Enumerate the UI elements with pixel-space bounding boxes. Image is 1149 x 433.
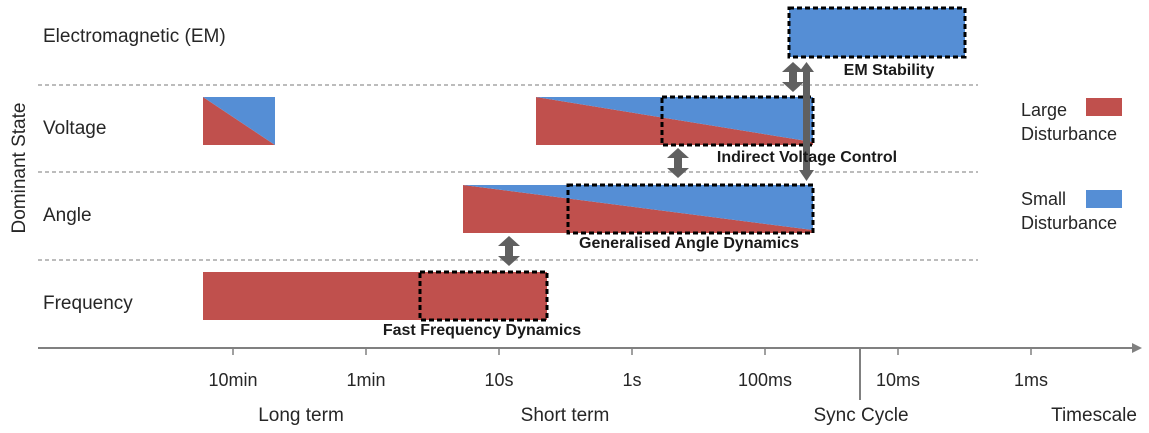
tick-label-1min: 1min — [346, 370, 386, 390]
em-angle-long-arrow — [799, 62, 814, 181]
legend-large-line2: Disturbance — [1021, 124, 1118, 144]
generalised-angle-box — [566, 183, 815, 235]
frequency-large-bar — [203, 272, 547, 320]
em-voltage-arrow — [782, 62, 804, 92]
indirect-voltage-label: Indirect Voltage Control — [716, 149, 898, 166]
tick-label-100ms: 100ms — [737, 370, 793, 390]
legend-small-line2: Disturbance — [1021, 213, 1118, 233]
legend-small-line1: Small — [1021, 189, 1067, 209]
legend-large-line1: Large — [1021, 100, 1068, 120]
region-label-timescale: Timescale — [1051, 405, 1137, 426]
tick-label-10min: 10min — [208, 370, 258, 390]
em-stability-box — [787, 6, 967, 59]
voltage-longterm-small-region — [203, 97, 275, 145]
legend-large-label: Large Disturbance — [1021, 98, 1117, 146]
legend-small-label: Small Disturbance — [1021, 187, 1117, 235]
legend-large-swatch — [1086, 98, 1122, 116]
row-label-em: Electromagnetic (EM) — [43, 26, 226, 47]
tick-label-1ms: 1ms — [1013, 370, 1049, 390]
em-small-bar — [789, 8, 965, 57]
y-axis-label: Dominant State — [9, 102, 30, 234]
em-stability-label: EM Stability — [843, 62, 935, 79]
time-axis-arrowhead — [1132, 343, 1142, 353]
voltage-angle-arrow — [667, 148, 689, 178]
legend-small-swatch — [1086, 190, 1122, 208]
tick-label-10s: 10s — [484, 370, 514, 390]
region-label-sync-cycle: Sync Cycle — [813, 405, 909, 426]
angle-small-region — [463, 185, 813, 230]
fast-frequency-label: Fast Frequency Dynamics — [382, 322, 582, 339]
indirect-voltage-box — [660, 95, 815, 147]
region-label-long-term: Long term — [258, 405, 344, 426]
voltage-short-small-region — [536, 97, 813, 142]
region-label-short-term: Short term — [520, 405, 610, 426]
tick-label-1s: 1s — [622, 370, 642, 390]
row-label-voltage: Voltage — [43, 118, 107, 139]
voltage-short-large-region — [536, 97, 813, 145]
tick-label-10ms: 10ms — [875, 370, 921, 390]
row-label-frequency: Frequency — [43, 293, 133, 314]
generalised-angle-label: Generalised Angle Dynamics — [579, 235, 799, 252]
angle-frequency-arrow — [498, 236, 520, 266]
row-label-angle: Angle — [43, 205, 92, 226]
angle-large-region — [463, 185, 813, 233]
